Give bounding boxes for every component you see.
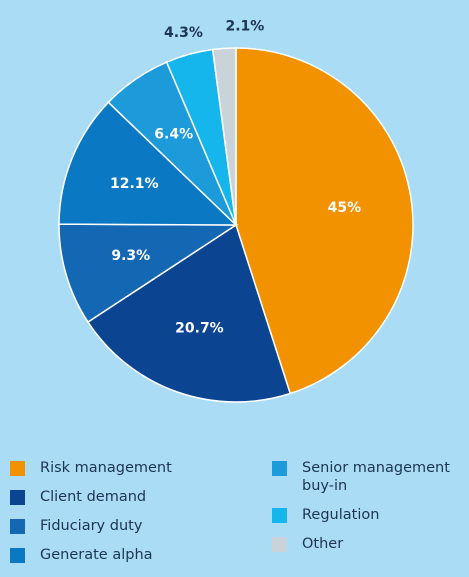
legend-label: Other xyxy=(302,536,344,552)
legend-label: Client demand xyxy=(40,489,147,505)
legend-swatch xyxy=(272,461,287,476)
legend-item: Senior management buy-in xyxy=(272,459,467,495)
slice-label: 45% xyxy=(328,200,362,216)
pie-slice xyxy=(58,101,238,226)
legend-label: Regulation xyxy=(302,507,380,523)
legend-item: Generate alpha xyxy=(10,546,272,564)
legend-column: Risk management Client demand Fiduciary du… xyxy=(10,459,272,564)
legend-label: Generate alpha xyxy=(40,547,153,563)
pie-slice xyxy=(86,223,292,403)
legend-column: Senior management buy-in Regulation Other xyxy=(272,459,467,564)
slice-label: 4.3% xyxy=(164,25,203,41)
slice-label: 9.3% xyxy=(111,248,150,264)
legend-label: Senior management buy-in xyxy=(302,460,450,494)
legend-label: Risk management xyxy=(40,460,172,476)
legend-swatch xyxy=(272,508,287,523)
legend-item: Regulation xyxy=(272,506,467,524)
legend-swatch xyxy=(10,519,25,534)
pie-slice xyxy=(235,47,414,395)
legend-item: Other xyxy=(272,535,467,553)
pie-slice xyxy=(58,223,239,324)
legend-swatch xyxy=(10,548,25,563)
legend-item: Client demand xyxy=(10,488,272,506)
legend-swatch xyxy=(10,490,25,505)
pie-chart: 45% 20.7% 9.3% 12.1% 6.4% 4.3% 2.1% xyxy=(58,18,414,403)
pie-slice xyxy=(211,47,237,226)
slice-label: 2.1% xyxy=(225,18,264,34)
legend-item: Fiduciary duty xyxy=(10,517,272,535)
legend: Risk management Client demand Fiduciary du… xyxy=(10,459,467,564)
legend-label: Fiduciary duty xyxy=(40,518,143,534)
legend-swatch xyxy=(272,537,287,552)
slice-label: 20.7% xyxy=(175,320,224,336)
slice-label: 6.4% xyxy=(154,127,193,143)
legend-swatch xyxy=(10,461,25,476)
legend-item: Risk management xyxy=(10,459,272,477)
slice-label: 12.1% xyxy=(110,176,159,192)
